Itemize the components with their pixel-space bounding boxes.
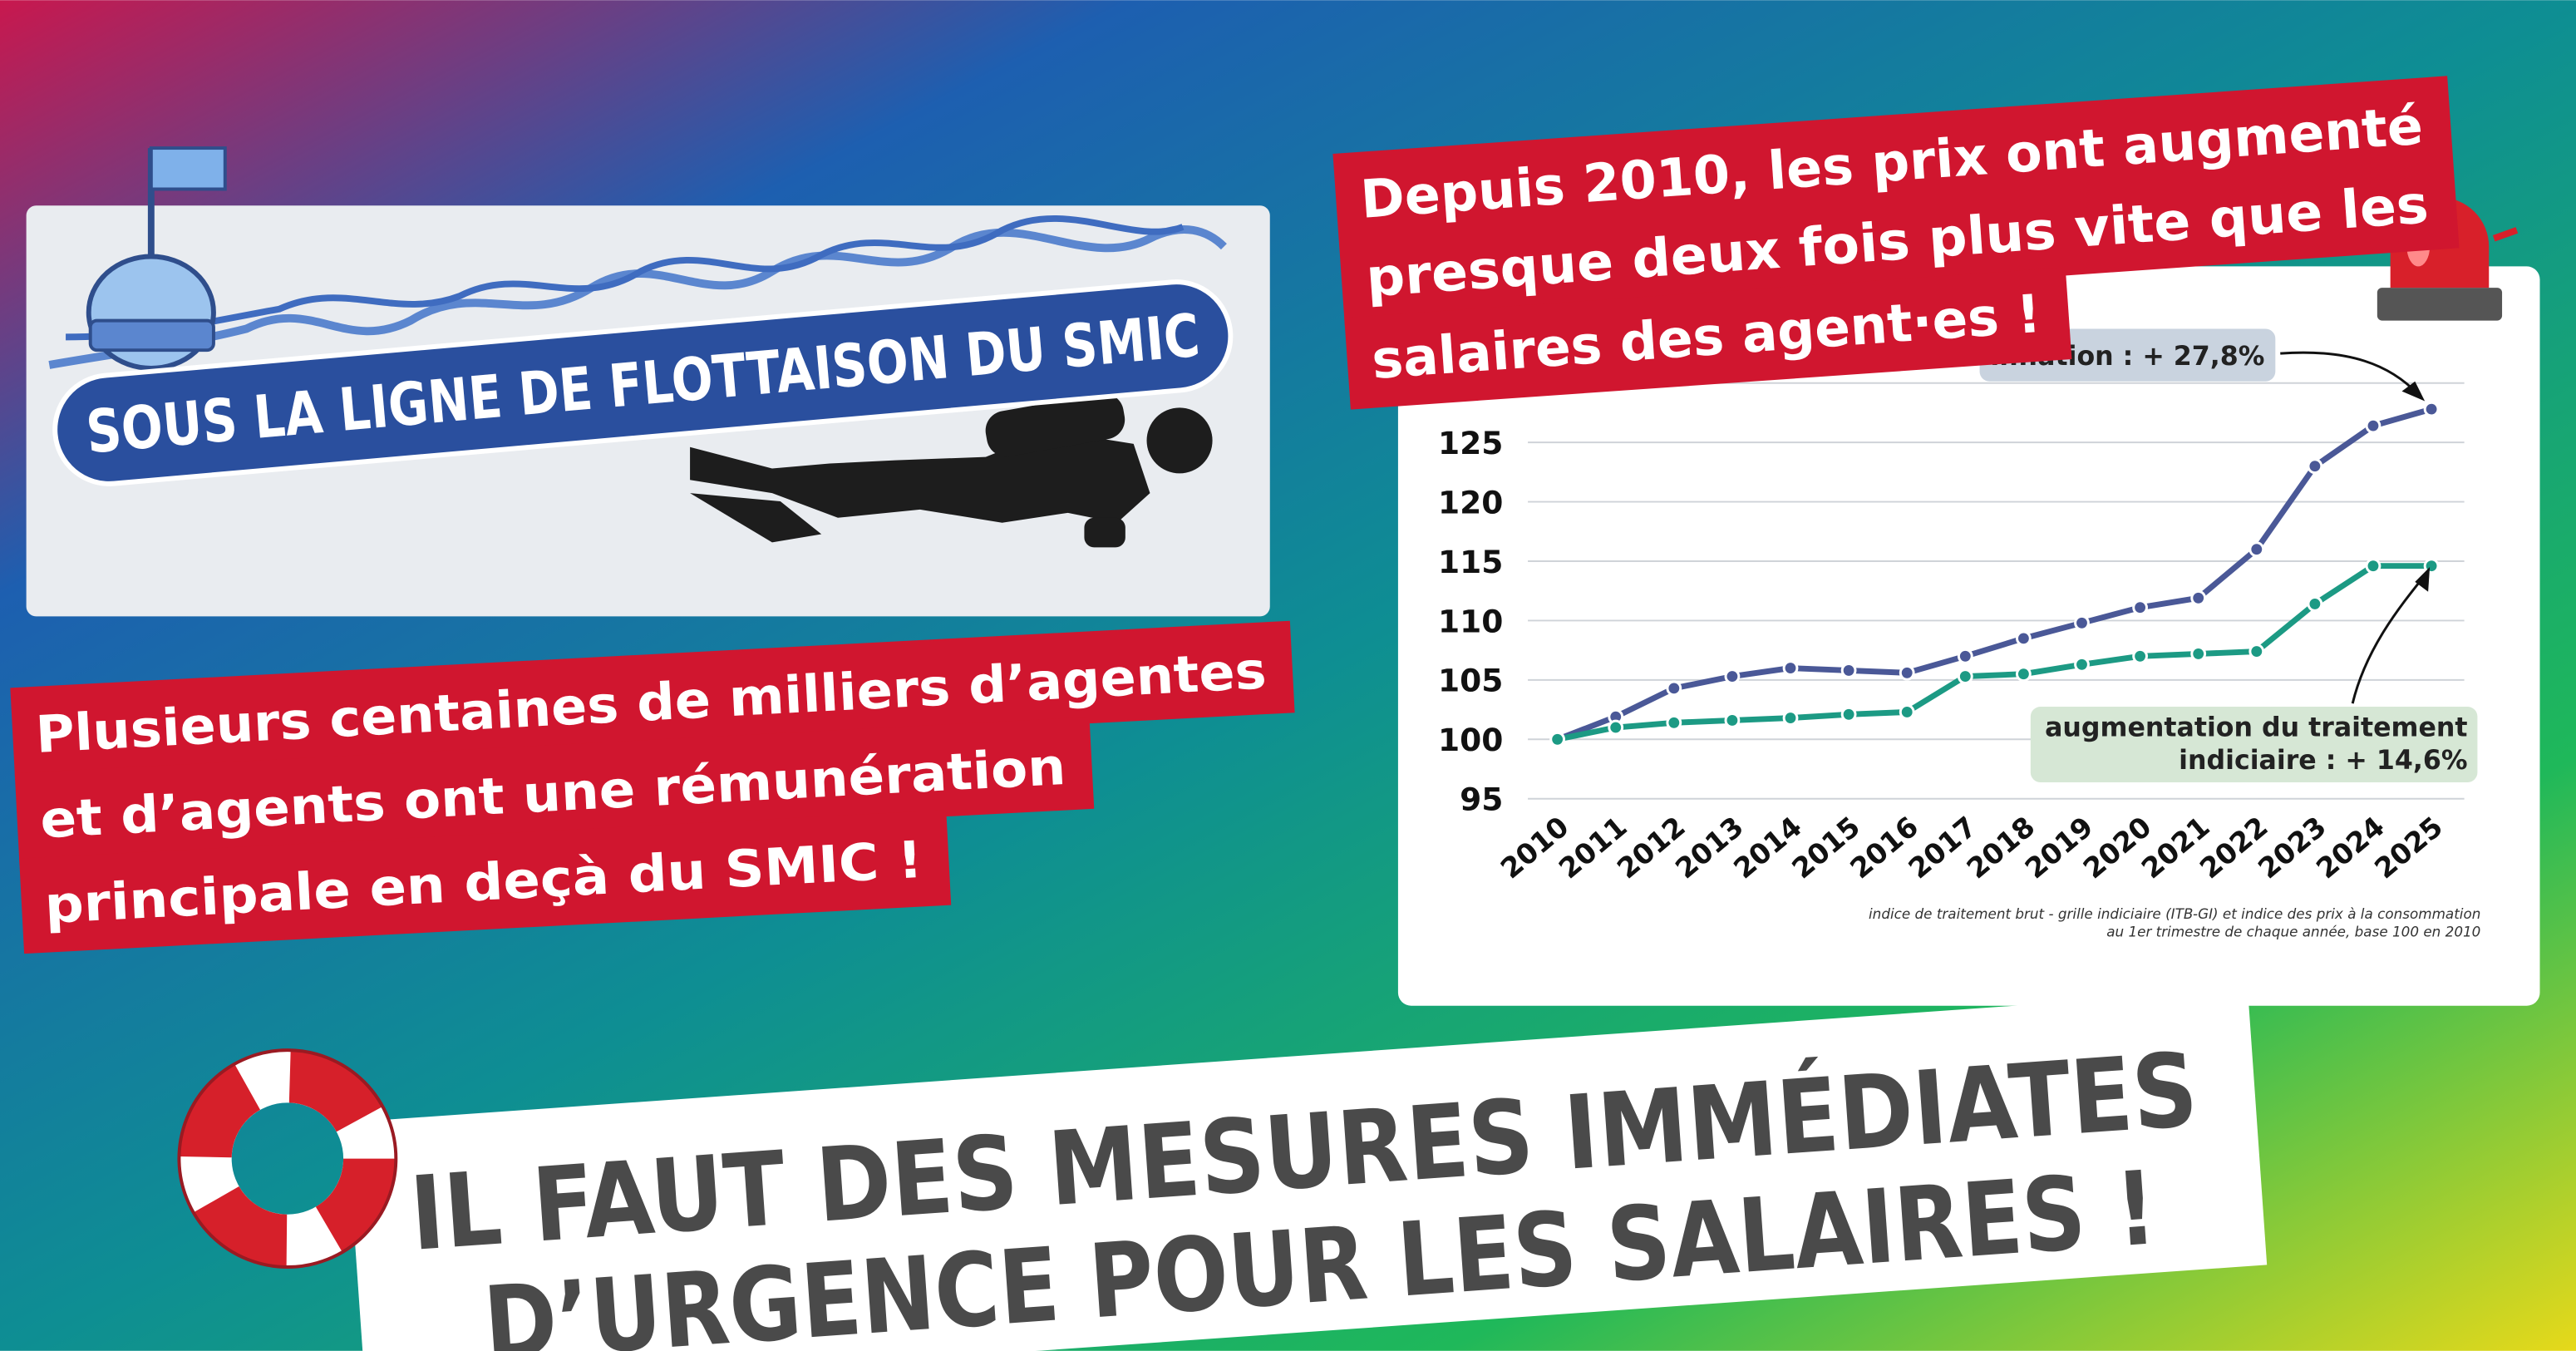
label-box — [1332, 76, 2460, 327]
lifebuoy — [177, 1048, 398, 1269]
point — [2248, 643, 2265, 659]
point — [1666, 714, 1682, 731]
footnote: au 1er trimestre de chaque année, base 1… — [2106, 924, 2480, 940]
point — [2190, 646, 2207, 662]
point — [1957, 648, 1973, 664]
arrow-head — [2401, 381, 2426, 402]
series-line — [1556, 406, 2433, 742]
point — [2307, 458, 2323, 475]
point — [1840, 706, 1857, 722]
label-box — [1344, 267, 2072, 410]
point — [2074, 614, 2090, 631]
point — [2132, 599, 2148, 616]
cta-box — [346, 989, 2268, 1351]
arrow-head — [2415, 567, 2431, 592]
label-box — [19, 810, 952, 954]
point — [1782, 710, 1799, 726]
annotation-arrow — [2280, 351, 2420, 396]
point — [2365, 417, 2381, 434]
annotation: augmentation du traitement — [2045, 713, 2467, 743]
chart-panel — [1397, 266, 2540, 1006]
point — [1782, 660, 1799, 676]
point — [2074, 656, 2090, 673]
point — [1957, 668, 1973, 684]
y-tick-label: 120 — [1438, 484, 1503, 520]
point — [2016, 666, 2032, 683]
annotation-arrow — [2351, 574, 2426, 704]
point — [2190, 589, 2207, 606]
point — [1724, 712, 1741, 728]
y-tick-label: 110 — [1438, 603, 1503, 639]
label-box — [14, 717, 1095, 865]
statement: Plusieurs centaines de milliers d’agente… — [10, 620, 1295, 954]
headline: Depuis 2010, les prix ont augmenté presq… — [1332, 76, 2460, 410]
y-tick-label: 100 — [1438, 722, 1503, 758]
annotation: indiciaire : + 14,6% — [2179, 746, 2467, 776]
point — [2132, 648, 2148, 664]
y-tick-label: 115 — [1438, 544, 1503, 580]
label-box — [10, 620, 1295, 780]
point — [1724, 668, 1741, 684]
point — [1899, 704, 1915, 720]
footnote: indice de traitement brut - grille indic… — [1869, 905, 2480, 922]
y-tick-label: 105 — [1438, 663, 1503, 699]
point — [2016, 630, 2032, 647]
y-tick-label: 125 — [1438, 425, 1503, 461]
point — [2423, 401, 2440, 417]
point — [1666, 680, 1682, 697]
buoy — [86, 146, 227, 371]
point — [2307, 596, 2323, 612]
annotation-box — [2030, 707, 2478, 782]
point — [1549, 731, 1566, 747]
point — [1899, 664, 1915, 681]
wave — [66, 214, 1185, 341]
diver — [690, 393, 1213, 548]
wave — [48, 225, 1227, 369]
point — [1840, 663, 1857, 678]
point — [2248, 541, 2265, 558]
series-line — [1556, 563, 2432, 742]
banner-pill — [52, 279, 1234, 486]
call-to-action: IL FAUT DES MESURES IMMÉDIATES D’URGENCE… — [346, 989, 2268, 1351]
point — [1608, 719, 1624, 736]
point — [2365, 558, 2381, 574]
y-tick-label: 95 — [1460, 782, 1503, 818]
